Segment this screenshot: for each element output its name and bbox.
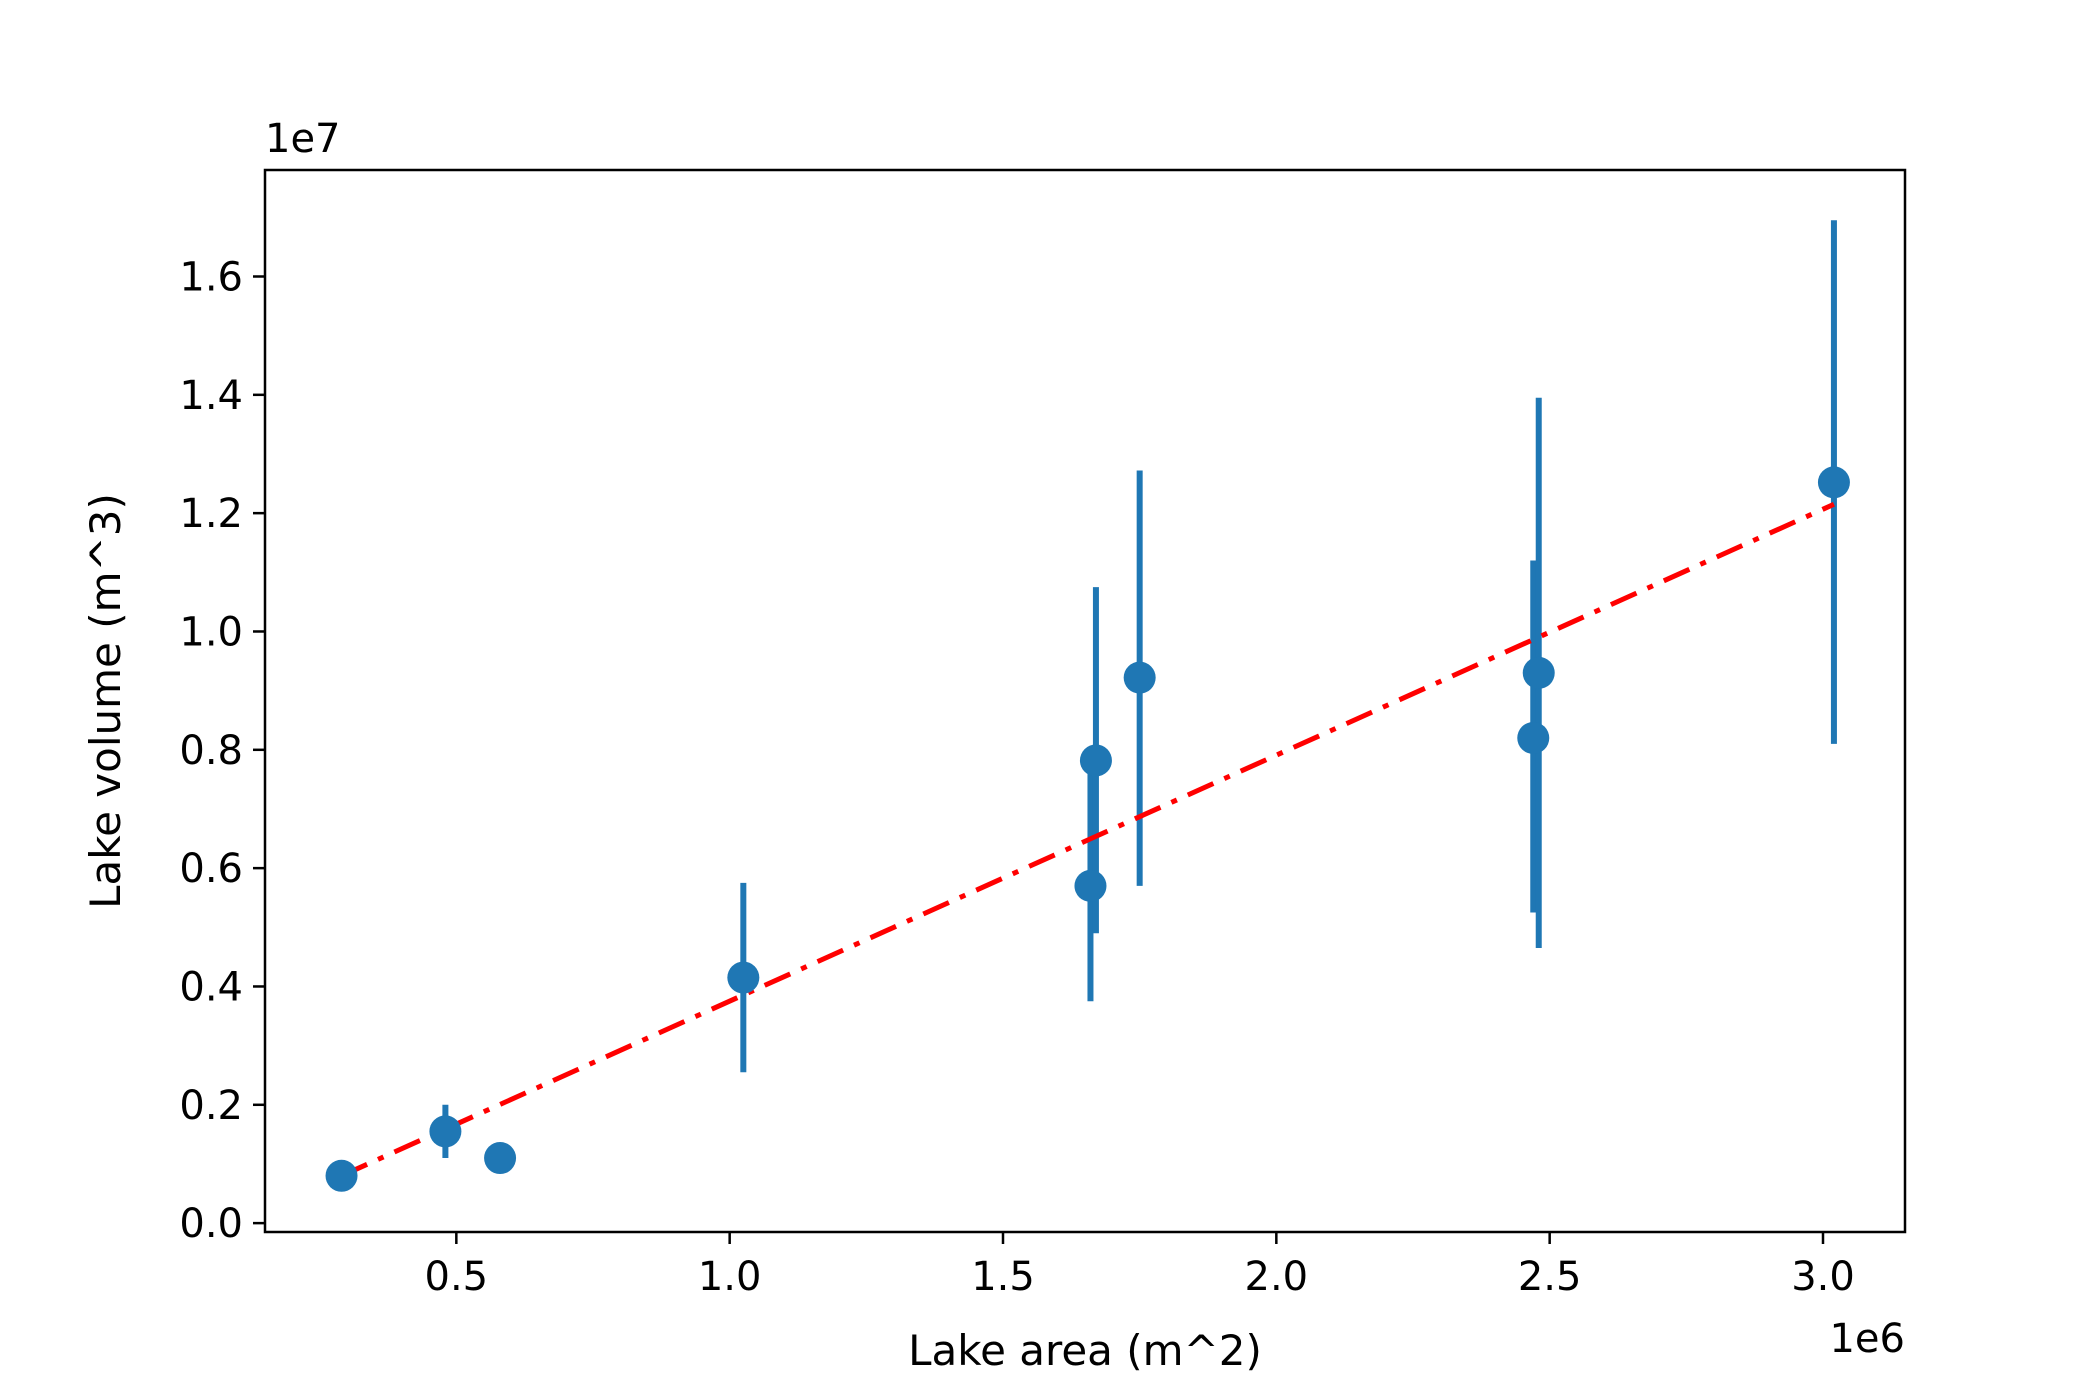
y-tick-label: 1.4	[179, 373, 243, 419]
y-tick-label: 0.4	[179, 964, 243, 1010]
data-points	[325, 466, 1850, 1192]
x-axis-offset-label: 1e6	[1829, 1316, 1905, 1362]
x-tick-label: 2.5	[1518, 1254, 1582, 1300]
error-bars	[442, 220, 1837, 1159]
plot-frame	[263, 168, 1907, 1234]
y-tick-label: 0.8	[179, 728, 243, 774]
y-tick-label: 1.2	[179, 491, 243, 537]
data-point	[1817, 466, 1850, 499]
y-axis-label: Lake volume (m^3)	[81, 493, 130, 909]
data-point	[484, 1142, 517, 1175]
x-tick-label: 1.0	[698, 1254, 762, 1300]
x-tick-label: 0.5	[425, 1254, 489, 1300]
x-axis-ticks: 0.5 1.0 1.5 2.0 2.5 3.0	[425, 1232, 1855, 1300]
data-point	[429, 1115, 462, 1148]
data-point	[1079, 744, 1112, 777]
y-tick-label: 0.6	[179, 846, 243, 892]
y-axis-ticks: 0.0 0.2 0.4 0.6 0.8 1.0 1.2 1.4 1.6	[179, 254, 265, 1247]
data-point	[1522, 656, 1555, 689]
data-point	[325, 1159, 358, 1192]
y-axis-offset-label: 1e7	[265, 116, 341, 162]
y-tick-label: 0.0	[179, 1201, 243, 1247]
y-tick-label: 1.6	[179, 254, 243, 300]
y-tick-label: 0.2	[179, 1083, 243, 1129]
data-point	[1123, 661, 1156, 694]
y-tick-label: 1.0	[179, 609, 243, 655]
x-tick-label: 3.0	[1791, 1254, 1855, 1300]
data-point	[727, 961, 760, 994]
x-tick-label: 2.0	[1245, 1254, 1309, 1300]
data-point	[1074, 869, 1107, 902]
fit-line	[340, 501, 1835, 1179]
data-point	[1517, 721, 1550, 754]
x-tick-label: 1.5	[971, 1254, 1035, 1300]
x-axis-label: Lake area (m^2)	[908, 1326, 1262, 1375]
fit-line-group	[340, 501, 1835, 1179]
